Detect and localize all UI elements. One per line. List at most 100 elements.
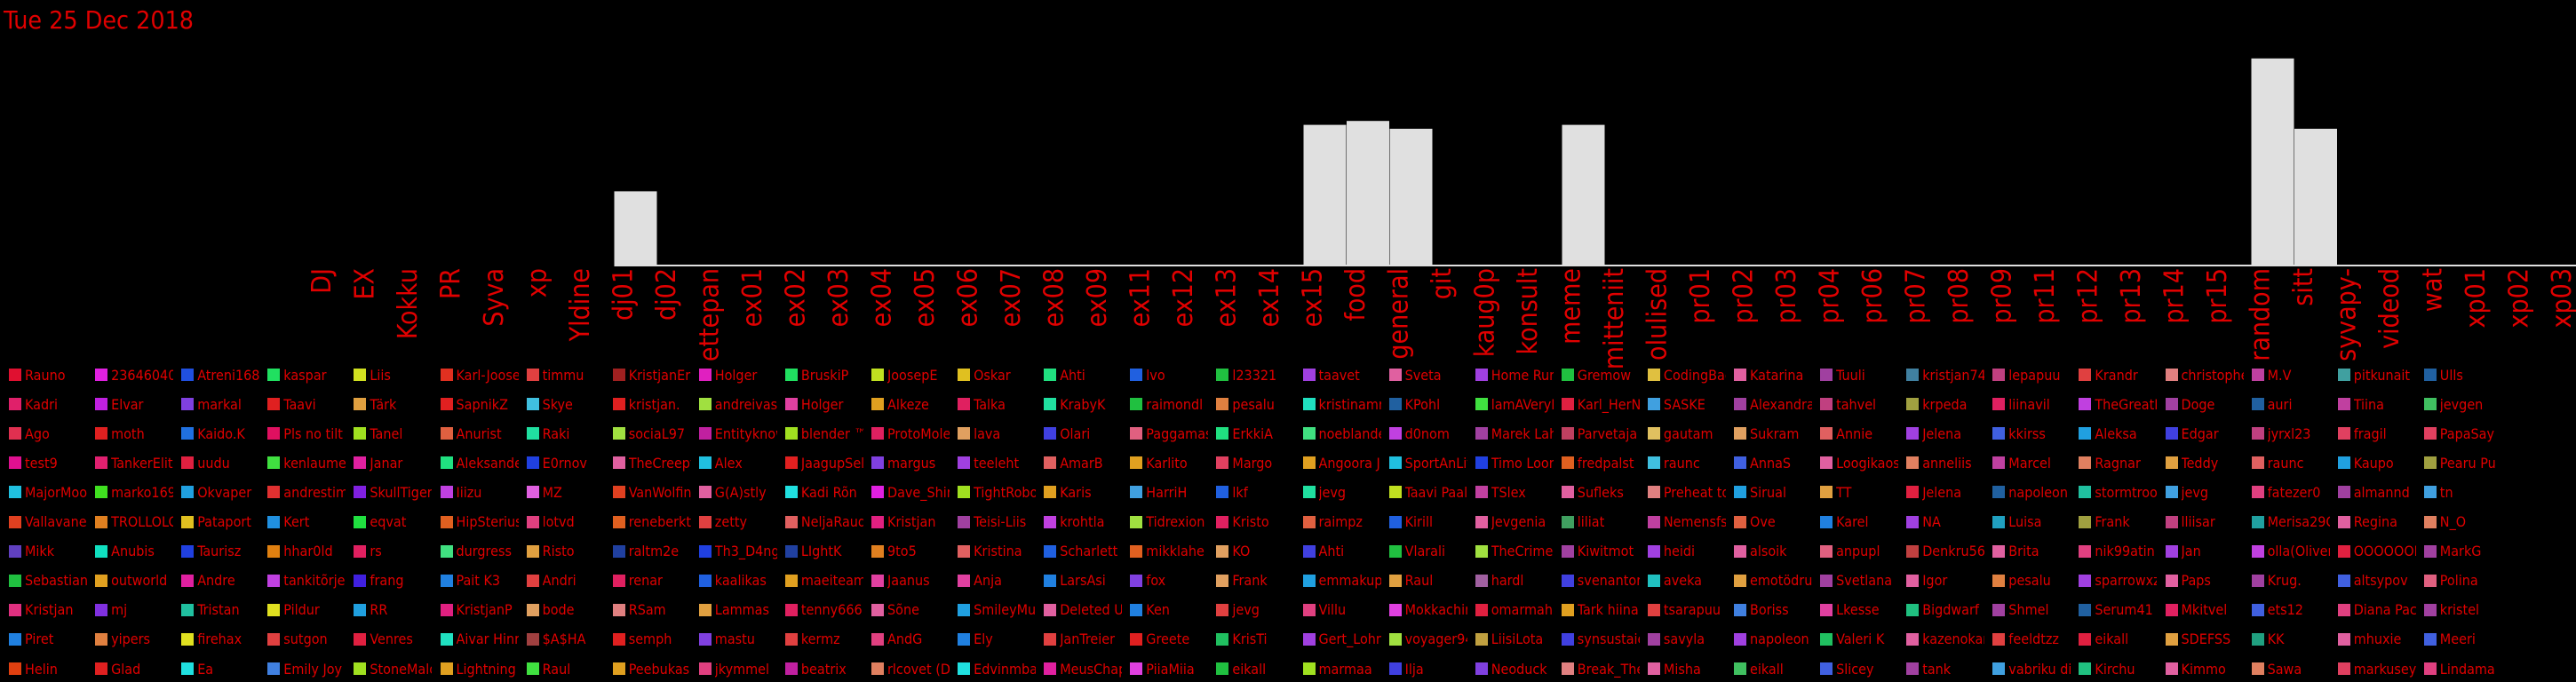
legend-item: christophe — [2165, 361, 2244, 388]
legend-swatch — [95, 515, 108, 528]
legend-label: Gert_Lohn — [1318, 630, 1381, 648]
legend-swatch — [698, 603, 712, 616]
legend-swatch — [95, 544, 108, 558]
legend-item: TheCreepy — [612, 449, 691, 476]
legend-label: HarriH — [1146, 483, 1188, 501]
legend-swatch — [1561, 486, 1574, 499]
legend-item: timmu — [526, 361, 605, 388]
legend-item: JaagupSel — [784, 449, 863, 476]
legend-item: Nemensfs — [1647, 509, 1726, 535]
legend-item: Lindama — [2423, 655, 2502, 682]
legend-label: Meeri — [2439, 630, 2476, 648]
legend-swatch — [1044, 603, 1057, 616]
legend-swatch — [1044, 398, 1057, 411]
legend-item: Jevgenia — [1475, 509, 1554, 535]
legend-item: Emily Joy — [267, 655, 346, 682]
legend-item: Timo Loon — [1475, 449, 1554, 476]
legend-swatch — [1302, 544, 1316, 558]
legend-swatch — [181, 574, 195, 587]
legend-label: Margo — [1232, 454, 1273, 472]
legend-swatch — [1992, 603, 2006, 616]
legend-swatch — [1734, 632, 1746, 646]
x-tick-label-git: git — [1427, 268, 1458, 299]
legend-item: Janar — [354, 449, 432, 476]
legend-label: KrabyK — [1060, 395, 1106, 413]
legend-swatch — [9, 456, 21, 470]
legend-label: alsoik — [1750, 543, 1787, 560]
legend-label: M.V — [2267, 366, 2292, 384]
legend-item: AnnaS — [1734, 449, 1812, 476]
legend-item: Lightning — [440, 655, 519, 682]
legend-label: Mikk — [25, 543, 55, 560]
legend-label: Holger — [800, 395, 844, 413]
legend-swatch — [1130, 544, 1143, 558]
legend-item: Taavi — [267, 391, 346, 417]
legend-item: Kert — [267, 509, 346, 535]
legend-label: Andri — [542, 572, 576, 590]
legend-label: Villu — [1318, 601, 1347, 619]
legend-item: raltm2e — [612, 538, 691, 565]
legend-item: NeljaRaudi — [784, 509, 863, 535]
legend-swatch — [1475, 603, 1488, 616]
legend-swatch — [2165, 544, 2178, 558]
legend-label: CodingBad — [1663, 366, 1726, 384]
legend-item: tn — [2423, 479, 2502, 505]
legend-label: mj — [111, 601, 128, 619]
legend-label: eikall — [2095, 630, 2129, 648]
legend-swatch — [2079, 574, 2092, 587]
legend-label: Jelena — [1922, 483, 1962, 501]
x-tick-label-dj02: dj02 — [651, 268, 682, 321]
legend-label: Ulls — [2439, 366, 2463, 384]
legend-swatch — [958, 369, 971, 381]
legend-swatch — [2079, 515, 2092, 528]
legend-swatch — [95, 486, 108, 499]
legend-item: kazenokar — [1906, 626, 1984, 653]
legend-item: Doge — [2165, 391, 2244, 417]
legend-swatch — [871, 456, 884, 470]
legend-label: Risto — [542, 543, 575, 560]
legend-swatch — [526, 574, 539, 587]
legend-swatch — [354, 544, 367, 558]
legend-item: frang — [354, 567, 432, 594]
legend-swatch — [871, 544, 884, 558]
legend-item: heidi — [1647, 538, 1726, 565]
legend-swatch — [1130, 427, 1143, 440]
legend-item: firehax — [181, 626, 259, 653]
legend-item: Aleksande — [440, 449, 519, 476]
legend-label: SapnikZ — [456, 395, 508, 413]
legend-item: PapaSay — [2423, 420, 2502, 447]
legend-swatch — [2337, 574, 2350, 587]
legend-swatch — [2423, 515, 2437, 528]
legend-label: Holger — [714, 366, 758, 384]
legend-item: KrisTi — [1216, 626, 1294, 653]
legend-swatch — [1734, 574, 1746, 587]
legend-swatch — [1734, 398, 1746, 411]
legend-swatch — [440, 486, 453, 499]
legend-item: Sufleks — [1561, 479, 1640, 505]
legend-label: Marek Lah — [1491, 424, 1554, 442]
legend-label: Valeri K — [1836, 630, 1885, 648]
legend-swatch — [440, 662, 453, 675]
legend-item: pesalu — [1216, 391, 1294, 417]
legend-item: Jaanus — [871, 567, 950, 594]
legend-item: omarmahl — [1475, 597, 1554, 623]
legend-item: Gremow — [1561, 361, 1640, 388]
legend-item: Villu — [1302, 597, 1381, 623]
legend-label: Karlito — [1146, 454, 1188, 472]
legend-label: outworld — [111, 572, 168, 590]
legend-item: maeiteami — [784, 567, 863, 594]
legend-item: mastu — [698, 626, 777, 653]
legend-swatch — [1820, 603, 1833, 616]
legend-label: ProtoMole — [887, 424, 950, 442]
legend-item: Paps — [2165, 567, 2244, 594]
legend-item: pesalu — [1992, 567, 2071, 594]
legend-swatch — [1044, 515, 1057, 528]
legend-label: savyla — [1663, 630, 1705, 648]
legend-label: Igor — [1922, 572, 1948, 590]
legend-label: LIghtK — [800, 543, 842, 560]
legend-label: krpeda — [1922, 395, 1968, 413]
legend-item: LIghtK — [784, 538, 863, 565]
legend-item: KristjanP — [440, 597, 519, 623]
legend-swatch — [440, 427, 453, 440]
legend-label: Ago — [25, 424, 50, 442]
